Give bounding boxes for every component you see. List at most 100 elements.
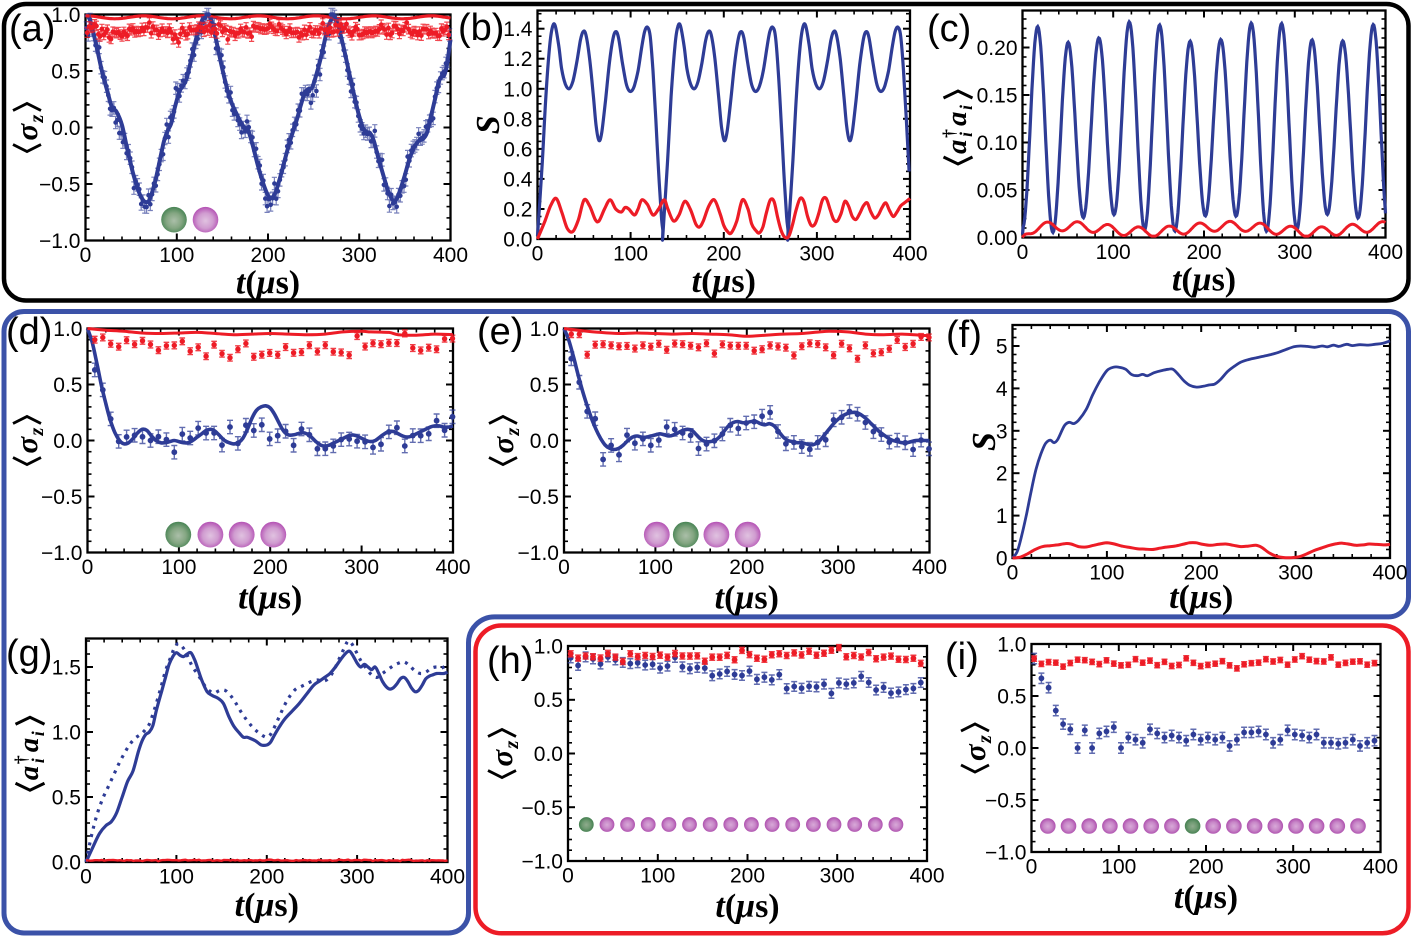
svg-text:400: 400	[430, 866, 465, 889]
svg-text:t(μs): t(μs)	[692, 263, 756, 300]
svg-text:t(μs): t(μs)	[235, 887, 299, 924]
svg-text:0.0: 0.0	[997, 738, 1026, 761]
svg-text:100: 100	[613, 243, 648, 266]
svg-text:0.10: 0.10	[977, 132, 1018, 155]
svg-text:i: i	[956, 105, 976, 110]
svg-text:1: 1	[996, 505, 1008, 528]
svg-text:(e): (e)	[477, 311, 523, 353]
svg-text:300: 300	[820, 865, 855, 888]
svg-text:a: a	[941, 140, 973, 155]
svg-text:200: 200	[249, 866, 284, 889]
svg-text:1.2: 1.2	[503, 48, 532, 71]
svg-text:0.5: 0.5	[997, 686, 1026, 709]
svg-text:400: 400	[909, 865, 944, 888]
svg-text:300: 300	[1278, 562, 1313, 585]
svg-text:t(μs): t(μs)	[238, 580, 302, 617]
svg-text:300: 300	[1276, 856, 1311, 879]
svg-text:200: 200	[1188, 856, 1223, 879]
svg-text:(b): (b)	[458, 7, 504, 49]
svg-text:300: 300	[1277, 241, 1312, 264]
svg-text:i: i	[956, 132, 976, 137]
svg-text:z: z	[502, 428, 524, 437]
svg-text:−0.5: −0.5	[39, 174, 80, 197]
svg-text:0.8: 0.8	[503, 108, 532, 131]
svg-text:t(μs): t(μs)	[236, 265, 300, 302]
svg-text:(h): (h)	[487, 640, 533, 682]
svg-text:400: 400	[912, 556, 947, 579]
svg-text:200: 200	[253, 556, 288, 579]
svg-text:0: 0	[82, 556, 94, 579]
svg-text:0.0: 0.0	[51, 117, 80, 140]
svg-text:σ: σ	[957, 743, 992, 761]
svg-text:100: 100	[640, 865, 675, 888]
svg-text:300: 300	[344, 556, 379, 579]
svg-text:100: 100	[159, 244, 194, 267]
svg-text:(d): (d)	[6, 311, 52, 353]
svg-text:300: 300	[342, 244, 377, 267]
svg-text:0: 0	[532, 243, 544, 266]
svg-text:S: S	[470, 115, 507, 134]
svg-text:1.0: 1.0	[53, 318, 82, 341]
svg-text:300: 300	[821, 556, 856, 579]
svg-text:0.4: 0.4	[503, 168, 533, 191]
svg-text:†: †	[11, 755, 31, 764]
svg-text:−1.0: −1.0	[518, 542, 559, 565]
svg-text:100: 100	[638, 556, 673, 579]
svg-text:(i): (i)	[945, 636, 979, 678]
svg-text:5: 5	[996, 336, 1008, 359]
svg-text:†: †	[939, 129, 959, 138]
svg-text:σ: σ	[9, 123, 44, 141]
svg-text:200: 200	[706, 243, 741, 266]
svg-text:z: z	[26, 428, 48, 437]
svg-text:2: 2	[996, 463, 1008, 486]
svg-text:4: 4	[996, 378, 1008, 401]
svg-text:σ: σ	[485, 436, 520, 454]
svg-text:i: i	[28, 731, 48, 736]
svg-text:0.6: 0.6	[503, 138, 532, 161]
svg-text:a: a	[13, 766, 45, 781]
svg-text:z: z	[501, 741, 523, 750]
svg-text:400: 400	[1368, 241, 1403, 264]
svg-text:0.2: 0.2	[503, 199, 532, 222]
svg-text:0.15: 0.15	[977, 85, 1018, 108]
svg-text:3: 3	[996, 420, 1008, 443]
svg-text:0: 0	[558, 556, 570, 579]
svg-text:1.0: 1.0	[997, 634, 1026, 657]
svg-text:0.5: 0.5	[52, 787, 81, 810]
svg-text:0.5: 0.5	[53, 374, 82, 397]
svg-text:100: 100	[159, 866, 194, 889]
svg-text:0.0: 0.0	[52, 852, 81, 875]
svg-text:100: 100	[1101, 856, 1136, 879]
svg-text:0.5: 0.5	[534, 689, 563, 712]
svg-text:100: 100	[161, 556, 196, 579]
svg-text:t(μs): t(μs)	[715, 888, 779, 925]
svg-text:300: 300	[340, 866, 375, 889]
svg-text:400: 400	[435, 556, 470, 579]
svg-text:0: 0	[562, 865, 574, 888]
svg-text:0: 0	[1017, 241, 1029, 264]
svg-text:t(μs): t(μs)	[1172, 262, 1236, 299]
svg-text:1.0: 1.0	[534, 636, 563, 659]
svg-text:0: 0	[996, 548, 1008, 571]
svg-text:−0.5: −0.5	[985, 790, 1026, 813]
svg-text:200: 200	[730, 865, 765, 888]
svg-text:0.20: 0.20	[977, 37, 1018, 60]
svg-text:t(μs): t(μs)	[1169, 579, 1233, 616]
svg-text:(a): (a)	[9, 8, 55, 50]
svg-text:100: 100	[1096, 241, 1131, 264]
svg-text:200: 200	[729, 556, 764, 579]
svg-text:1.5: 1.5	[52, 657, 81, 680]
svg-text:−0.5: −0.5	[518, 486, 559, 509]
svg-text:1.4: 1.4	[503, 18, 533, 41]
svg-text:−1.0: −1.0	[985, 842, 1026, 865]
svg-text:S: S	[966, 432, 1003, 451]
svg-text:−0.5: −0.5	[522, 797, 563, 820]
svg-text:400: 400	[1363, 856, 1398, 879]
svg-text:0: 0	[1026, 856, 1038, 879]
svg-text:0.05: 0.05	[977, 180, 1018, 203]
svg-text:−1.0: −1.0	[39, 230, 80, 253]
svg-text:z: z	[974, 735, 996, 744]
svg-text:−1.0: −1.0	[522, 851, 563, 874]
svg-text:400: 400	[1372, 562, 1407, 585]
svg-text:t(μs): t(μs)	[715, 580, 779, 617]
